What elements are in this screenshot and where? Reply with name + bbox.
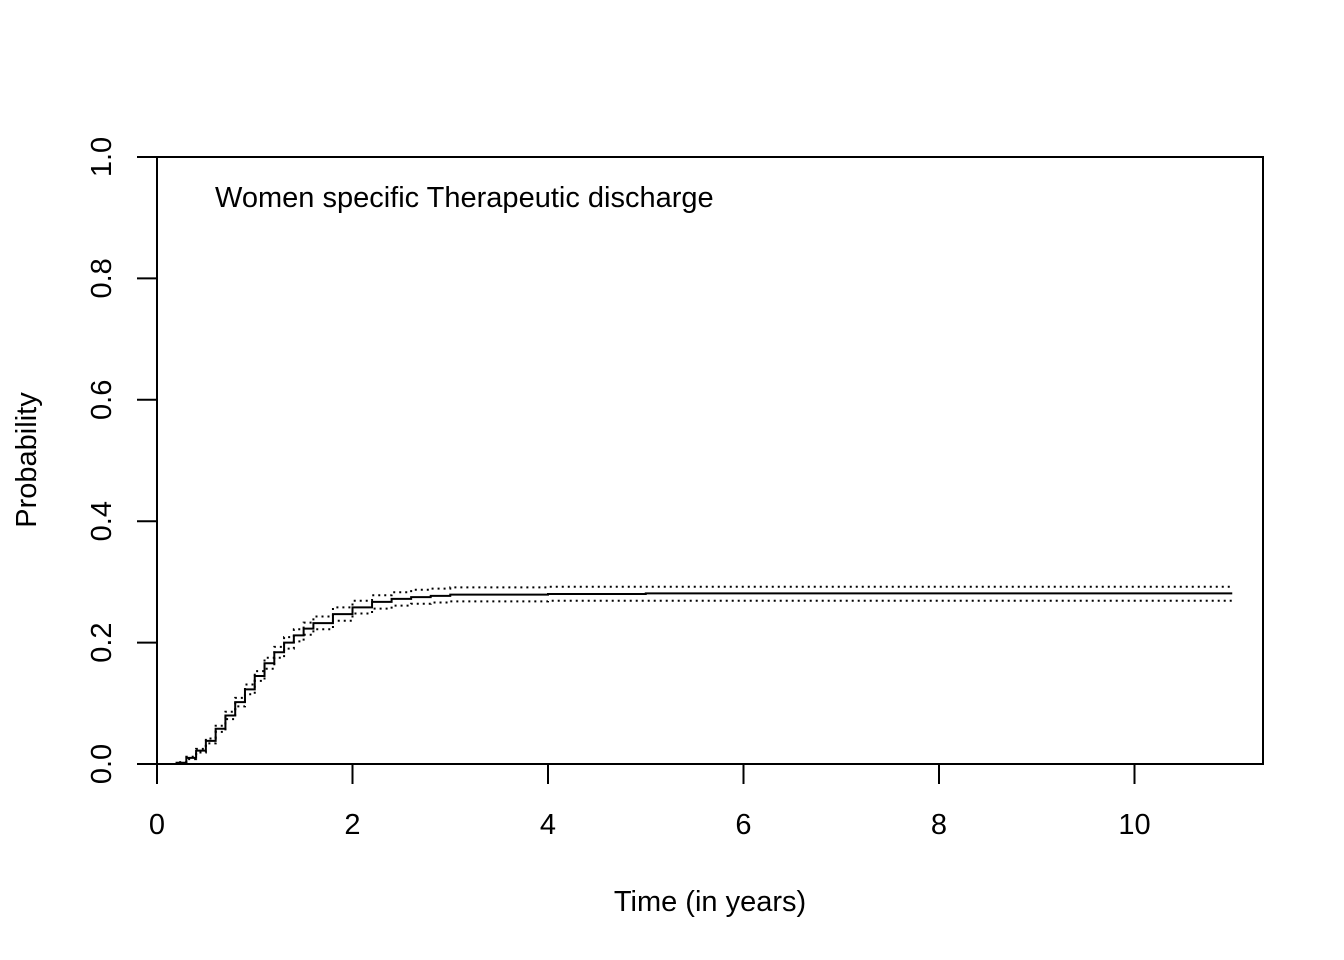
x-axis-label: Time (in years) [614,886,806,918]
x-tick-label: 0 [149,809,165,841]
y-axis-label: Probability [11,392,43,528]
x-tick-label: 4 [540,809,556,841]
x-tick-label: 8 [931,809,947,841]
y-tick-label: 0.6 [86,380,118,420]
y-tick-label: 0.4 [86,501,118,541]
y-tick-label: 0.8 [86,258,118,298]
x-axis: 0 2 4 6 8 10 [149,763,1151,841]
x-tick-label: 2 [344,809,360,841]
y-tick-label: 0.2 [86,622,118,662]
estimate-line [157,592,1233,765]
series-layer [157,585,1233,765]
confidence-band-line [157,585,1233,765]
y-axis: 0.0 0.2 0.4 0.6 0.8 1.0 [86,137,158,784]
plot-annotation: Women specific Therapeutic discharge [215,182,714,214]
plot-frame [156,156,1264,765]
y-tick-label: 0.0 [86,744,118,784]
confidence-band-line [157,599,1233,765]
x-tick-label: 6 [735,809,751,841]
x-tick-label: 10 [1118,809,1150,841]
y-tick-label: 1.0 [86,137,118,177]
